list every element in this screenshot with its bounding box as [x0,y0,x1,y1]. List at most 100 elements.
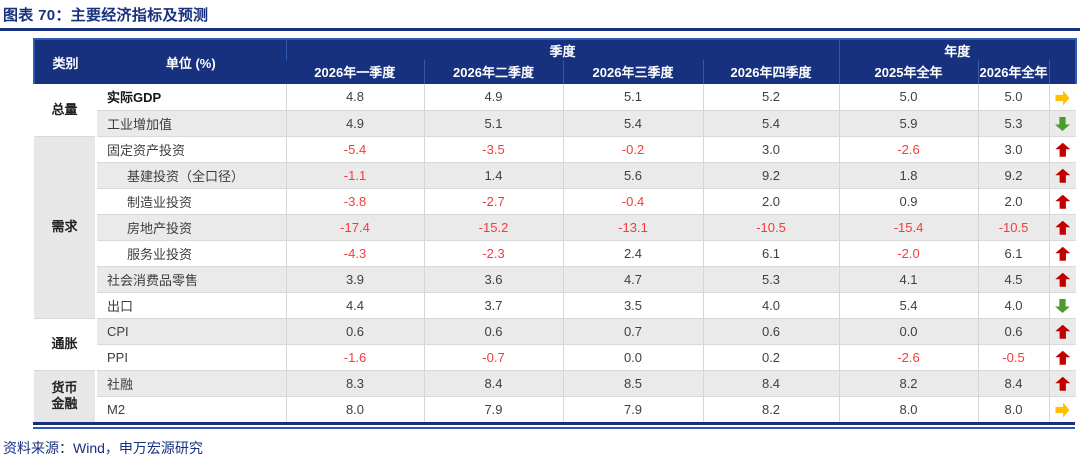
value-cell: -0.2 [563,135,704,162]
header-group-quarter: 季度 [285,38,840,60]
value-cell: 5.1 [563,84,704,110]
header-2026q4: 2026年四季度 [702,60,840,84]
value-cell: 2.0 [703,187,840,214]
row-label: 社融 [96,369,287,396]
value-cell: 8.4 [703,369,840,396]
table-row: 总量 实际GDP 4.8 4.9 5.1 5.2 5.0 5.0 [34,84,1077,136]
header-trend [1048,60,1078,84]
value-cell: 8.0 [839,395,979,422]
value-cell: 1.8 [839,161,979,188]
value-cell: -0.4 [563,187,704,214]
trend-cell [1049,213,1077,240]
category-cell: 需求 [34,135,97,318]
value-cell: -0.7 [424,343,564,370]
table-row: M2 8.0 7.9 7.9 8.2 8.0 8.0 [34,395,1077,422]
row-label: 服务业投资 [96,239,287,266]
value-cell: 8.3 [286,369,425,396]
trend-cell [1049,343,1077,370]
table-row: 服务业投资 -4.3 -2.3 2.4 6.1 -2.0 6.1 [34,239,1077,266]
value-cell: 0.6 [703,317,840,344]
value-cell: 0.6 [424,317,564,344]
table-row: 基建投资（全口径） -1.1 1.4 5.6 9.2 1.8 9.2 [34,161,1077,188]
category-cell: 通胀 [34,317,97,370]
value-cell: 3.6 [424,265,564,292]
value-cell: 5.0 [839,84,979,110]
value-cell: 4.1 [839,265,979,292]
value-cell: -17.4 [286,213,425,240]
value-cell: -2.7 [424,187,564,214]
value-cell: 6.1 [703,239,840,266]
value-cell: 0.2 [703,343,840,370]
value-cell: -3.8 [286,187,425,214]
row-label: 出口 [96,291,287,318]
header-2026q2: 2026年二季度 [423,60,563,84]
trend-cell [1049,291,1077,318]
value-cell: 5.1 [424,109,564,136]
value-cell: -13.1 [563,213,704,240]
value-cell: -2.6 [839,135,979,162]
value-cell: 5.3 [703,265,840,292]
row-label: CPI [96,317,287,344]
value-cell: 5.4 [563,109,704,136]
trend-cell [1049,239,1077,266]
value-cell: 0.7 [563,317,704,344]
header-columns-row: 2026年一季度 2026年二季度 2026年三季度 2026年四季度 2025… [34,60,1078,84]
trend-cell [1049,135,1077,162]
value-cell: 4.8 [286,84,425,110]
trend-flat-icon [1056,90,1070,105]
value-cell: 5.2 [703,84,840,110]
header-unit: 单位 (%) [96,38,286,84]
value-cell: -1.1 [286,161,425,188]
table-container: 类别 单位 (%) 季度 年度 2026年一季度 2026年二季度 2026年三… [33,38,1078,429]
value-cell: 4.0 [978,291,1050,318]
trend-cell [1049,84,1077,110]
trend-down-icon [1055,117,1070,131]
value-cell: 1.4 [424,161,564,188]
table-row: 通胀 CPI 0.6 0.6 0.7 0.6 0.0 0.6 [34,317,1077,370]
value-cell: 5.6 [563,161,704,188]
table-row: 工业增加值 4.9 5.1 5.4 5.4 5.9 5.3 [34,109,1077,136]
value-cell: 6.1 [978,239,1050,266]
trend-down-icon [1055,299,1070,313]
value-cell: -10.5 [703,213,840,240]
value-cell: 5.9 [839,109,979,136]
row-label: 工业增加值 [96,109,287,136]
value-cell: 4.0 [703,291,840,318]
value-cell: 3.0 [978,135,1050,162]
value-cell: 9.2 [978,161,1050,188]
title-rule [0,28,1080,31]
row-label: 实际GDP [96,84,287,110]
row-label: 制造业投资 [96,187,287,214]
value-cell: -2.3 [424,239,564,266]
table-bottom-rule-thick [33,422,1075,425]
row-label: 房地产投资 [96,213,287,240]
value-cell: 4.7 [563,265,704,292]
value-cell: -4.3 [286,239,425,266]
value-cell: 8.2 [839,369,979,396]
value-cell: 5.3 [978,109,1050,136]
value-cell: 3.7 [424,291,564,318]
value-cell: 4.4 [286,291,425,318]
value-cell: -5.4 [286,135,425,162]
value-cell: 2.4 [563,239,704,266]
table-row: 出口 4.4 3.7 3.5 4.0 5.4 4.0 [34,291,1077,318]
header-2025fy: 2025年全年 [838,60,979,84]
value-cell: 3.5 [563,291,704,318]
figure-title: 图表 70：主要经济指标及预测 [3,7,209,24]
row-label: PPI [96,343,287,370]
economic-indicators-table: 类别 单位 (%) 季度 年度 2026年一季度 2026年二季度 2026年三… [33,38,1078,422]
source-note: 资料来源：Wind，申万宏源研究 [3,440,203,456]
row-label: 基建投资（全口径） [96,161,287,188]
value-cell: -3.5 [424,135,564,162]
value-cell: 0.0 [839,317,979,344]
value-cell: 0.9 [839,187,979,214]
table-row: 房地产投资 -17.4 -15.2 -13.1 -10.5 -15.4 -10.5 [34,213,1077,240]
value-cell: -10.5 [978,213,1050,240]
trend-cell [1049,161,1077,188]
table-row: PPI -1.6 -0.7 0.0 0.2 -2.6 -0.5 [34,343,1077,370]
value-cell: 0.6 [286,317,425,344]
trend-up-icon [1055,324,1071,339]
value-cell: -15.2 [424,213,564,240]
value-cell: 3.9 [286,265,425,292]
value-cell: 4.9 [286,109,425,136]
